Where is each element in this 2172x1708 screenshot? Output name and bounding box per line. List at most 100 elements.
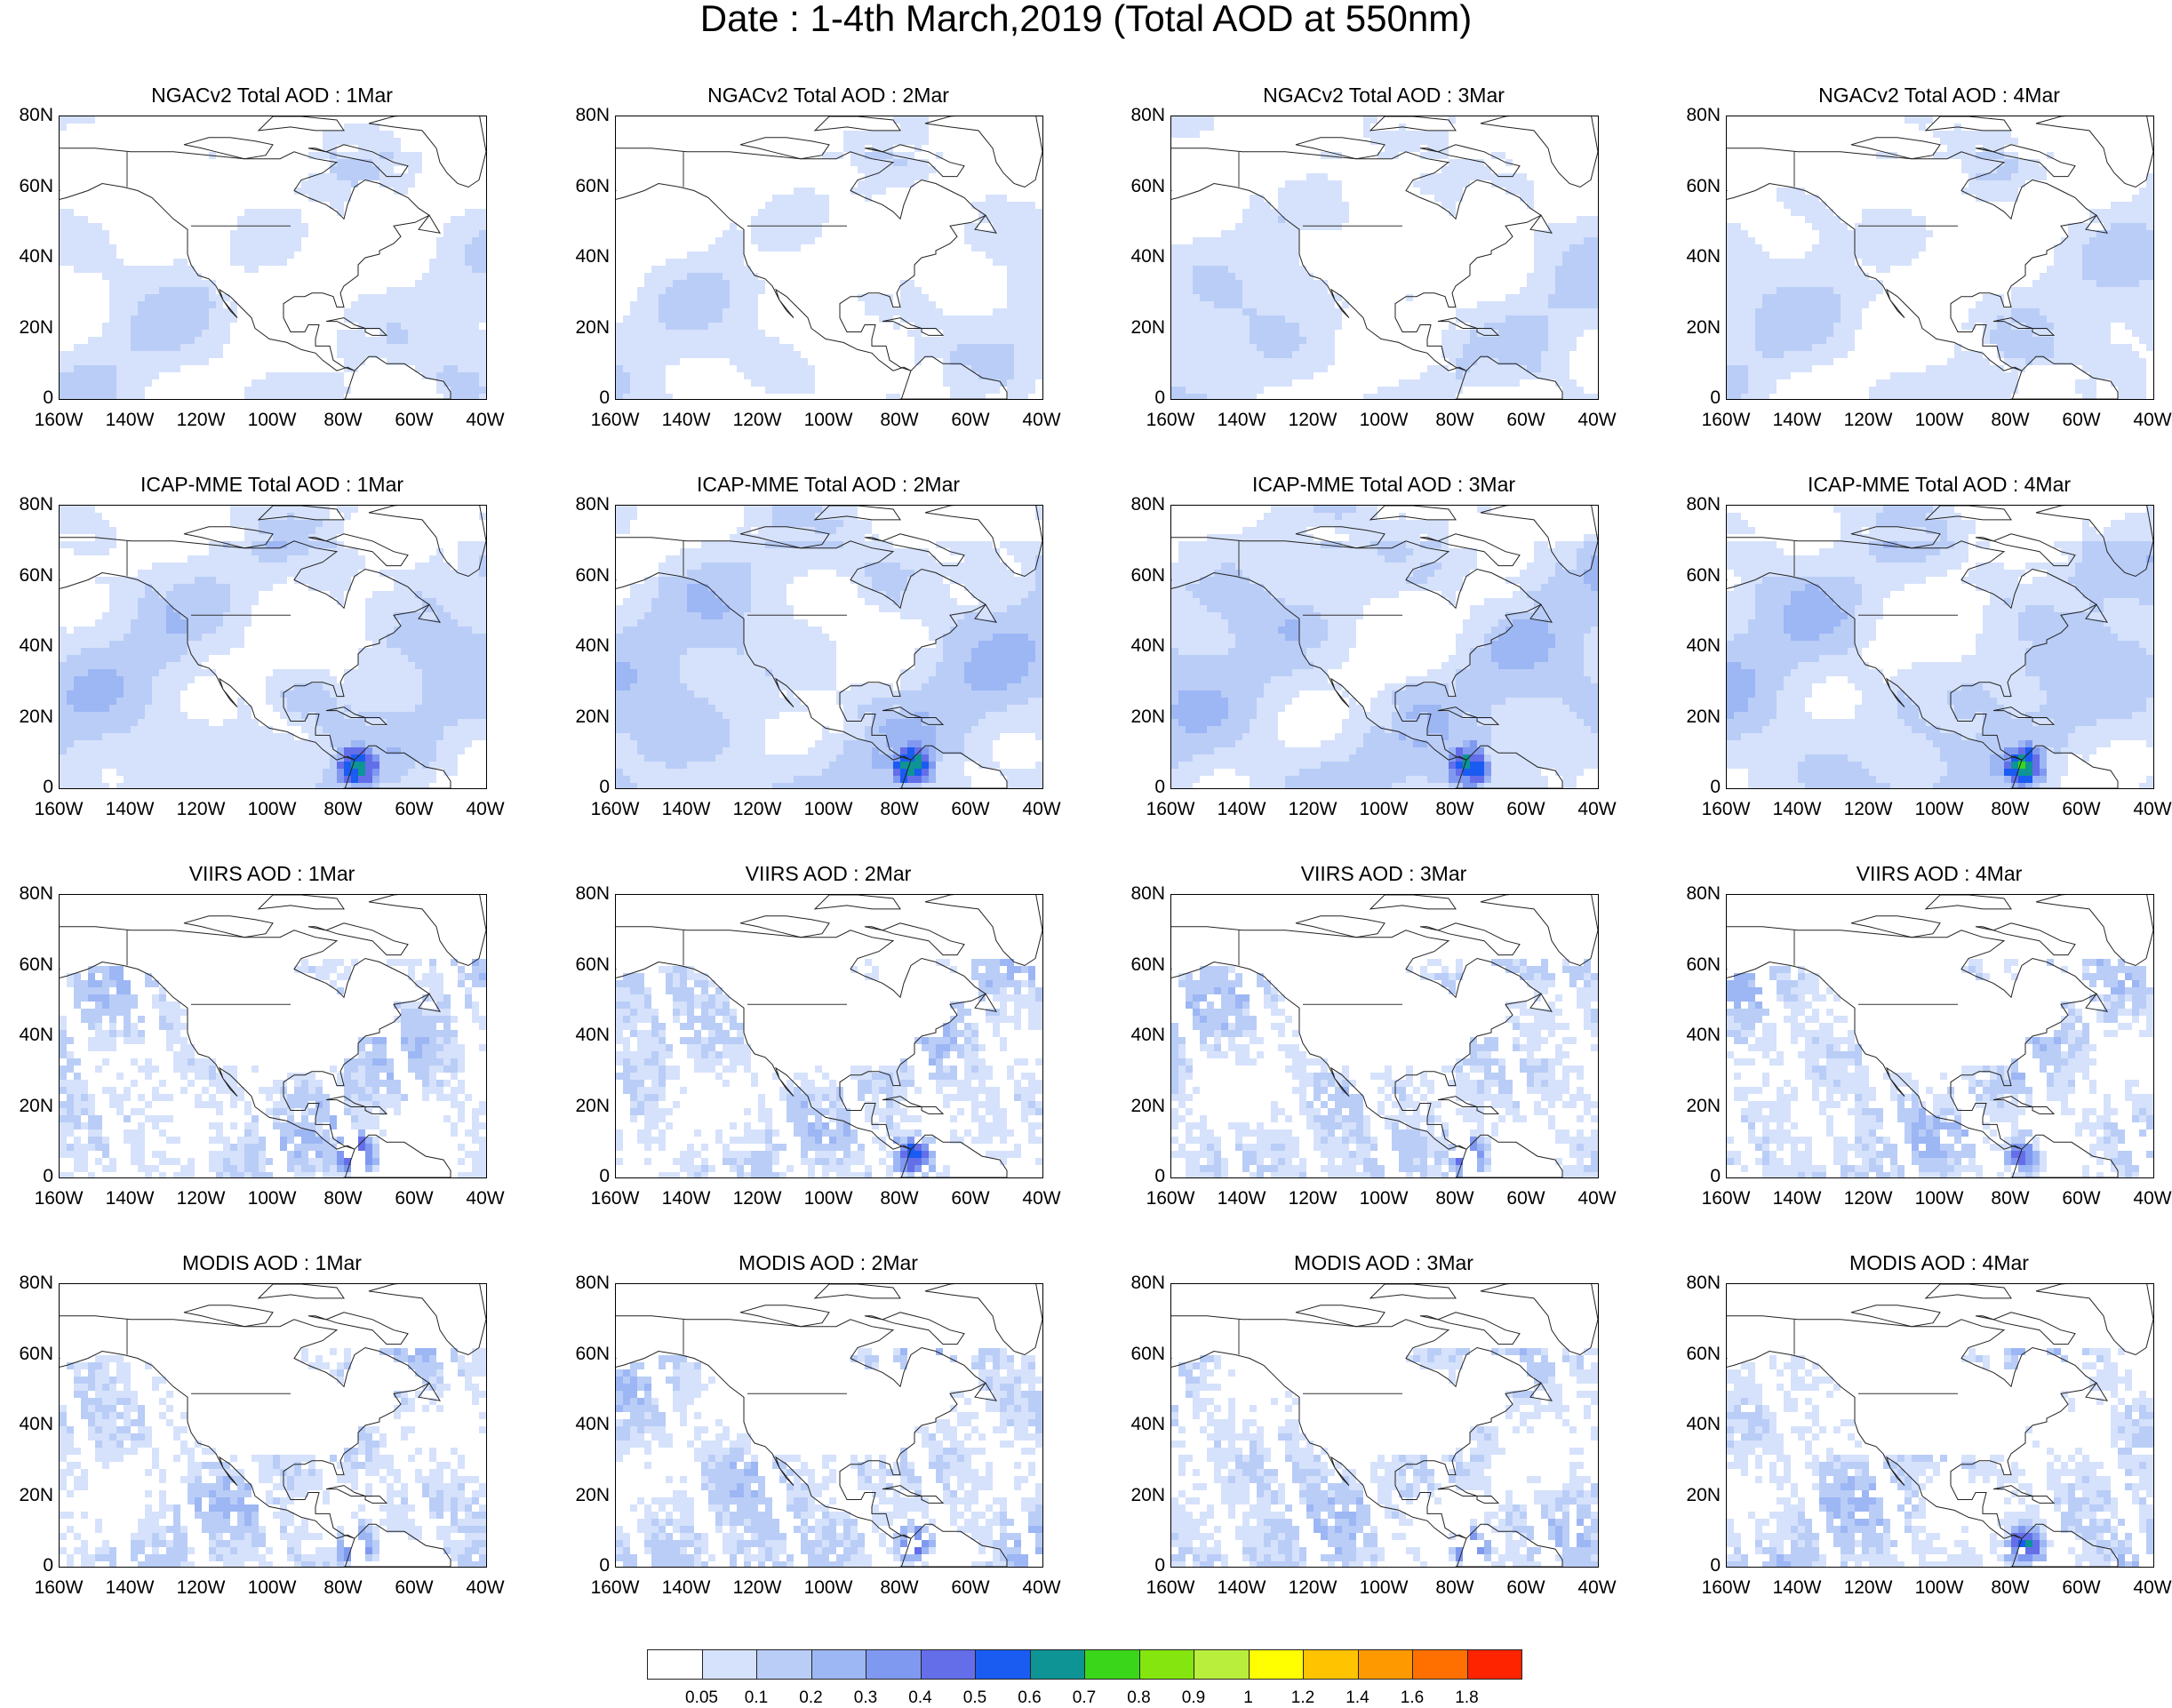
- lat-tick-label: 0: [0, 1167, 53, 1186]
- lat-tick-label: 40N: [556, 1415, 610, 1434]
- lon-tick-label: 140W: [651, 800, 722, 819]
- aod-map: [1727, 895, 2153, 1177]
- lon-tick-label: 100W: [1904, 800, 1975, 819]
- lon-tick-label: 120W: [165, 800, 236, 819]
- lon-tick-label: 160W: [1135, 800, 1206, 819]
- lon-tick-label: 40W: [2117, 1578, 2172, 1598]
- aod-map: [1171, 506, 1598, 788]
- lon-tick-label: 80W: [864, 1189, 935, 1209]
- colorbar-swatch: [1358, 1649, 1414, 1680]
- map-frame: [59, 894, 487, 1178]
- map-frame: [1726, 894, 2154, 1178]
- lon-tick-label: 140W: [1206, 1189, 1277, 1209]
- lat-tick-label: 40N: [1667, 636, 1721, 656]
- lon-tick-label: 140W: [651, 411, 722, 430]
- lon-tick-label: 120W: [1833, 1578, 1904, 1598]
- aod-map: [616, 895, 1042, 1177]
- lon-tick-label: 40W: [1006, 411, 1077, 430]
- lon-tick-label: 40W: [1006, 800, 1077, 819]
- lon-tick-label: 120W: [1277, 1578, 1348, 1598]
- panel-title: NGACv2 Total AOD : 4Mar: [1726, 84, 2152, 108]
- lat-tick-label: 60N: [1667, 955, 1721, 975]
- lon-tick-label: 80W: [1975, 1578, 2046, 1598]
- lat-tick-label: 0: [0, 388, 53, 408]
- lon-tick-label: 60W: [2046, 800, 2117, 819]
- lon-tick-label: 40W: [2117, 1189, 2172, 1209]
- colorbar-swatch: [811, 1649, 867, 1680]
- lon-tick-label: 60W: [379, 411, 450, 430]
- lon-tick-label: 40W: [450, 411, 521, 430]
- lat-tick-label: 40N: [0, 247, 53, 267]
- lat-tick-label: 40N: [1112, 247, 1165, 267]
- lat-tick-label: 60N: [1112, 566, 1165, 586]
- colorbar-label: 0.6: [1003, 1688, 1057, 1708]
- lat-tick-label: 40N: [556, 247, 610, 267]
- lon-tick-label: 60W: [935, 1578, 1006, 1598]
- map-frame: [615, 894, 1043, 1178]
- lat-tick-label: 40N: [1667, 1026, 1721, 1045]
- colorbar-label: 0.2: [785, 1688, 838, 1708]
- panel-title: ICAP-MME Total AOD : 2Mar: [615, 473, 1042, 497]
- colorbar-label: 0.7: [1058, 1688, 1111, 1708]
- panel-title: VIIRS AOD : 4Mar: [1726, 862, 2152, 886]
- lon-tick-label: 160W: [23, 1578, 94, 1598]
- lon-tick-label: 100W: [1348, 411, 1419, 430]
- panel-title: ICAP-MME Total AOD : 1Mar: [59, 473, 485, 497]
- lat-tick-label: 0: [556, 1167, 610, 1186]
- lat-tick-label: 80N: [1667, 495, 1721, 515]
- colorbar-label: 1.6: [1385, 1688, 1439, 1708]
- lon-tick-label: 80W: [1419, 1189, 1490, 1209]
- lon-tick-label: 80W: [1975, 411, 2046, 430]
- aod-field: [1727, 959, 2153, 1177]
- lon-tick-label: 40W: [1561, 411, 1633, 430]
- lon-tick-label: 160W: [23, 1189, 94, 1209]
- lat-tick-label: 40N: [1112, 1415, 1165, 1434]
- colorbar-swatch: [1139, 1649, 1195, 1680]
- map-frame: [615, 116, 1043, 400]
- lon-tick-label: 100W: [793, 800, 864, 819]
- lon-tick-label: 100W: [1904, 1189, 1975, 1209]
- lat-tick-label: 80N: [0, 1273, 53, 1293]
- map-frame: [1726, 1283, 2154, 1568]
- lat-tick-label: 20N: [1667, 318, 1721, 338]
- lon-tick-label: 80W: [307, 800, 379, 819]
- lon-tick-label: 160W: [579, 1189, 651, 1209]
- lon-tick-label: 160W: [1690, 1189, 1761, 1209]
- lon-tick-label: 120W: [1833, 411, 1904, 430]
- lon-tick-label: 80W: [1975, 800, 2046, 819]
- colorbar-swatch: [756, 1649, 812, 1680]
- colorbar-label: 0.9: [1167, 1688, 1220, 1708]
- colorbar-label: 1.2: [1276, 1688, 1330, 1708]
- lat-tick-label: 0: [556, 1556, 610, 1576]
- lat-tick-label: 80N: [0, 884, 53, 904]
- lon-tick-label: 160W: [23, 800, 94, 819]
- panel-title: VIIRS AOD : 3Mar: [1170, 862, 1597, 886]
- lat-tick-label: 60N: [1112, 955, 1165, 975]
- lat-tick-label: 0: [556, 778, 610, 797]
- lat-tick-label: 60N: [556, 955, 610, 975]
- lat-tick-label: 40N: [556, 636, 610, 656]
- lat-tick-label: 40N: [0, 1026, 53, 1045]
- lon-tick-label: 60W: [935, 1189, 1006, 1209]
- lat-tick-label: 60N: [556, 566, 610, 586]
- lon-tick-label: 140W: [651, 1578, 722, 1598]
- lon-tick-label: 160W: [1690, 800, 1761, 819]
- panel-title: ICAP-MME Total AOD : 3Mar: [1170, 473, 1597, 497]
- lon-tick-label: 80W: [1975, 1189, 2046, 1209]
- lon-tick-label: 40W: [1561, 1189, 1633, 1209]
- lon-tick-label: 100W: [236, 1578, 307, 1598]
- lat-tick-label: 60N: [0, 1345, 53, 1364]
- aod-map: [1171, 895, 1598, 1177]
- lon-tick-label: 160W: [1690, 411, 1761, 430]
- aod-map: [616, 1284, 1042, 1567]
- lon-tick-label: 100W: [1904, 1578, 1975, 1598]
- lat-tick-label: 80N: [556, 1273, 610, 1293]
- lon-tick-label: 100W: [1348, 1189, 1419, 1209]
- lon-tick-label: 120W: [722, 1578, 793, 1598]
- lon-tick-label: 160W: [579, 1578, 651, 1598]
- lon-tick-label: 80W: [1419, 411, 1490, 430]
- colorbar-swatch: [1303, 1649, 1359, 1680]
- panel-title: MODIS AOD : 4Mar: [1726, 1251, 2152, 1275]
- lat-tick-label: 20N: [0, 707, 53, 727]
- panel-title: MODIS AOD : 1Mar: [59, 1251, 485, 1275]
